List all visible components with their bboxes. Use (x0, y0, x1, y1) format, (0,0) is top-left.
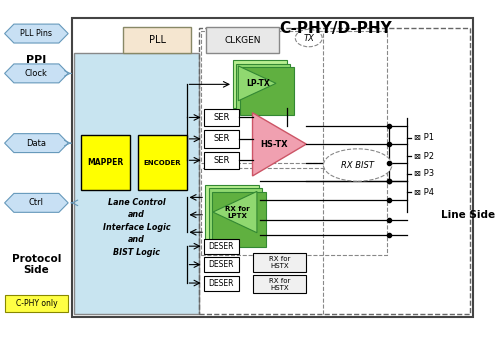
Text: ⊠ P2: ⊠ P2 (414, 152, 434, 160)
Ellipse shape (324, 149, 392, 181)
Polygon shape (4, 134, 68, 153)
Text: and: and (128, 235, 145, 244)
Bar (236, 64, 290, 111)
Bar (204, 109, 239, 126)
Text: ⊠ P3: ⊠ P3 (414, 169, 434, 178)
Text: RX for
HSTX: RX for HSTX (268, 256, 290, 269)
Text: RX for
LPTX: RX for LPTX (225, 206, 250, 219)
Bar (205, 185, 259, 240)
Bar (252, 253, 306, 272)
Text: HS-TX: HS-TX (260, 140, 288, 149)
Bar (204, 275, 239, 290)
Text: DESER: DESER (208, 278, 234, 288)
Text: DESER: DESER (208, 242, 234, 251)
Bar (240, 67, 294, 115)
Text: Ctrl: Ctrl (29, 198, 44, 207)
Text: RX for
HSTX: RX for HSTX (268, 277, 290, 291)
Text: DESER: DESER (208, 260, 234, 269)
Bar (206, 27, 280, 53)
Ellipse shape (296, 29, 322, 47)
Text: CLKGEN: CLKGEN (224, 36, 261, 45)
Bar (201, 168, 387, 255)
Bar (204, 130, 239, 148)
Text: Interface Logic: Interface Logic (103, 223, 170, 232)
Text: PLL: PLL (148, 35, 166, 45)
Bar (74, 53, 198, 314)
Text: ⊠ P1: ⊠ P1 (414, 133, 434, 142)
Bar (252, 275, 306, 293)
Text: Line Side: Line Side (440, 210, 494, 220)
Text: Protocol
Side: Protocol Side (12, 254, 61, 275)
Polygon shape (238, 66, 276, 101)
Polygon shape (213, 191, 257, 233)
Text: MAPPER: MAPPER (88, 158, 124, 167)
Text: Clock: Clock (25, 69, 48, 78)
Polygon shape (252, 113, 306, 176)
Bar (233, 61, 287, 108)
Bar (138, 135, 186, 190)
Bar (204, 152, 239, 169)
Bar (198, 28, 470, 315)
Polygon shape (4, 193, 68, 212)
Text: C-PHY only: C-PHY only (16, 299, 57, 308)
Text: LP-TX: LP-TX (246, 79, 270, 88)
Text: ENCODER: ENCODER (143, 159, 181, 166)
Text: PLL Pins: PLL Pins (20, 29, 52, 38)
Text: PPI: PPI (26, 55, 46, 65)
Bar (4, 295, 68, 312)
Text: C-PHY/D-PHY: C-PHY/D-PHY (280, 21, 392, 36)
Text: SER: SER (213, 113, 230, 122)
Bar (212, 192, 266, 247)
Text: and: and (128, 210, 145, 219)
Text: SER: SER (213, 156, 230, 165)
Polygon shape (4, 24, 68, 43)
Bar (204, 257, 239, 272)
Text: RX BIST: RX BIST (341, 160, 374, 170)
Bar (82, 135, 130, 190)
Text: BIST Logic: BIST Logic (113, 248, 160, 257)
Text: ⊠ P4: ⊠ P4 (414, 188, 434, 197)
Polygon shape (4, 64, 68, 83)
Text: Data: Data (26, 139, 46, 148)
Text: TX: TX (304, 34, 314, 42)
Bar (204, 239, 239, 254)
Bar (72, 18, 472, 317)
Text: SER: SER (213, 134, 230, 143)
Bar (123, 27, 192, 53)
Text: Lane Control: Lane Control (108, 198, 166, 207)
Bar (201, 31, 387, 163)
Bar (208, 188, 262, 243)
